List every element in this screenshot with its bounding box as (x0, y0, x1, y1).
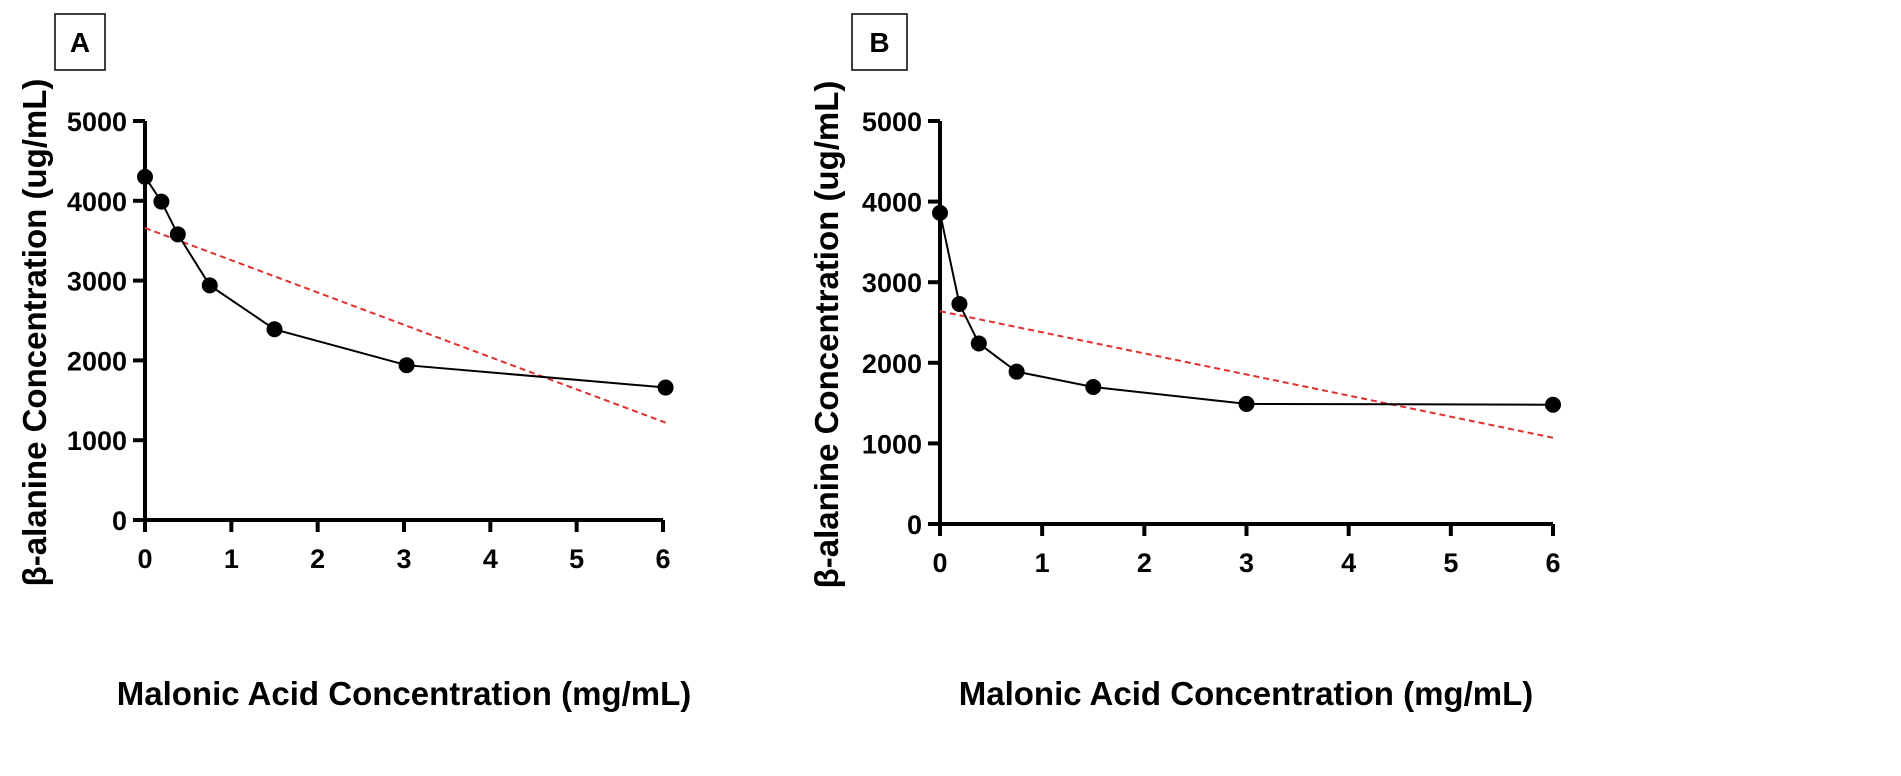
data-point (153, 193, 170, 210)
data-point (932, 204, 948, 221)
y-axis-title: β-alanine Concentration (ug/mL) (808, 81, 845, 589)
y-tick-label: 4000 (67, 187, 127, 217)
data-point (137, 168, 153, 185)
trendline (144, 226, 666, 424)
y-tick-label: 3000 (67, 267, 127, 297)
y-tick-label: 5000 (67, 107, 127, 137)
x-tick-label: 0 (137, 544, 152, 574)
x-axis-title: Malonic Acid Concentration (mg/mL) (117, 675, 691, 712)
y-tick-label: 1000 (862, 429, 922, 459)
x-tick-label: 6 (1545, 548, 1560, 578)
x-tick-label: 0 (932, 548, 947, 578)
data-point (1545, 396, 1561, 413)
y-tick-label: 2000 (862, 349, 922, 379)
data-point (266, 321, 283, 338)
panel-a: A 0 1000 2000 3000 4000 5000 0 1 2 3 4 5 6 Malonic Aci… (16, 13, 691, 712)
data-point (951, 295, 968, 312)
series-line (939, 212, 1554, 406)
y-tick-label: 2000 (67, 346, 127, 376)
panel-b: B 0 1000 2000 3000 4000 5000 0 1 2 3 4 5 6 Malonic Aci… (808, 13, 1561, 712)
data-point (201, 277, 218, 294)
panel-label: A (70, 27, 90, 58)
data-point (1238, 395, 1255, 412)
y-tick-label: 0 (907, 510, 922, 540)
x-tick-label: 2 (1137, 548, 1152, 578)
x-tick-label: 2 (310, 544, 325, 574)
x-tick-label: 5 (569, 544, 584, 574)
data-point (398, 357, 415, 374)
y-tick-label: 4000 (862, 188, 922, 218)
data-point (970, 335, 987, 352)
trendline (939, 310, 1554, 439)
y-axis-title: β-alanine Concentration (ug/mL) (16, 79, 53, 587)
y-tick-label: 5000 (862, 107, 922, 137)
y-tick-label: 1000 (67, 426, 127, 456)
x-tick-label: 5 (1443, 548, 1458, 578)
data-point (169, 226, 186, 243)
panel-label: B (869, 27, 889, 58)
x-tick-label: 1 (1035, 548, 1050, 578)
y-tick-label: 3000 (862, 268, 922, 298)
x-tick-label: 6 (655, 544, 670, 574)
data-point (1085, 378, 1102, 395)
x-tick-label: 3 (1239, 548, 1254, 578)
series-line (144, 176, 666, 389)
panel-label-box (54, 13, 106, 71)
data-point (657, 379, 674, 396)
x-tick-label: 3 (396, 544, 411, 574)
x-tick-label: 4 (1341, 548, 1356, 578)
data-point (1008, 363, 1025, 380)
y-tick-label: 0 (112, 506, 127, 536)
panel-label-box (851, 13, 908, 71)
x-tick-label: 1 (224, 544, 239, 574)
x-axis-title: Malonic Acid Concentration (mg/mL) (959, 675, 1533, 712)
x-tick-label: 4 (483, 544, 498, 574)
